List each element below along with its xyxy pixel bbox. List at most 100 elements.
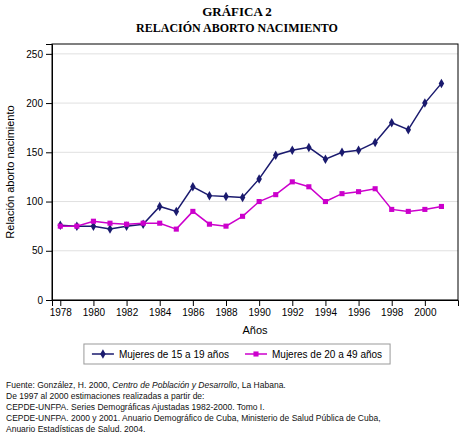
series-marker <box>91 219 96 224</box>
x-tick-label: 1992 <box>282 307 305 318</box>
x-tick-mark <box>292 300 293 306</box>
series-marker <box>207 191 212 200</box>
x-tick: 1986 <box>182 300 205 318</box>
series-marker <box>240 193 245 202</box>
series-marker <box>157 202 162 211</box>
series-marker <box>389 207 394 212</box>
y-axis-line <box>46 45 53 301</box>
subtitle: RELACIÓN ABORTO NACIMIENTO <box>136 21 338 35</box>
plot-frame <box>52 44 458 300</box>
footnote-run: De 1997 al 2000 estimaciones realizadas … <box>6 391 204 401</box>
footnote-run: Anuario Estadísticas de Salud. 2004. <box>6 424 145 434</box>
legend-swatch-marker <box>100 349 105 358</box>
x-tick: 1984 <box>149 300 172 318</box>
x-tick-label: 1980 <box>83 307 106 318</box>
y-tick-mark <box>46 300 52 301</box>
grid-line <box>52 152 458 153</box>
x-tick: 1992 <box>282 300 305 318</box>
x-tick-label: 1978 <box>50 307 73 318</box>
footnote-run: Centro de Población y Desarrollo <box>112 380 237 390</box>
footnote: CEPDE-UNFPA. Series Demográficas Ajustad… <box>6 402 265 412</box>
series-marker <box>339 191 344 196</box>
y-tick-mark <box>46 202 52 203</box>
series-marker <box>190 182 195 191</box>
series-marker <box>389 118 394 127</box>
series-marker <box>174 207 179 216</box>
x-tick-label: 1986 <box>182 307 205 318</box>
series-marker <box>124 221 129 230</box>
x-tick: 1990 <box>249 300 272 318</box>
legend: Mujeres de 15 a 19 años Mujeres de 20 a 4… <box>84 344 390 364</box>
series-marker <box>74 221 79 230</box>
series-marker <box>207 222 212 227</box>
x-tick-label: 1984 <box>149 307 172 318</box>
x-tick: 1994 <box>315 300 338 318</box>
legend-swatch-marker <box>253 351 258 356</box>
y-axis: 050100150200250 <box>26 45 52 306</box>
series-marker <box>306 143 311 152</box>
legend-label: Mujeres de 20 a 49 años <box>272 349 382 360</box>
series-marker <box>273 192 278 197</box>
x-tick: 1980 <box>83 300 106 318</box>
footnote: Anuario Estadísticas de Salud. 2004. <box>6 424 145 434</box>
x-tick-label: 1990 <box>249 307 272 318</box>
x-axis: 1978198019821984198619881990199219941996… <box>50 300 459 318</box>
series-marker <box>58 220 63 229</box>
series-marker <box>240 214 245 219</box>
x-tick-mark <box>193 300 194 306</box>
series-marker <box>58 224 63 229</box>
footnote-run: CEPDE-UNFPA. Series Demográficas Ajustad… <box>6 402 265 412</box>
footnote-run: CEPDE-UNFPA. 2000 y 2001. Anuario Demogr… <box>6 413 381 423</box>
y-tick: 150 <box>26 147 52 158</box>
y-tick-label: 250 <box>26 49 43 60</box>
series-marker <box>406 209 411 214</box>
x-tick-mark <box>359 300 360 306</box>
series-marker <box>174 227 179 232</box>
data-layer <box>58 79 445 234</box>
series-marker <box>356 189 361 194</box>
y-tick: 0 <box>37 295 52 306</box>
x-tick-label: 1996 <box>348 307 371 318</box>
x-tick: 1998 <box>381 300 404 318</box>
x-tick-label: 1994 <box>315 307 338 318</box>
series-marker <box>356 146 361 155</box>
grid-line <box>52 201 458 202</box>
series-marker <box>107 224 112 233</box>
x-tick: 1988 <box>215 300 238 318</box>
series-marker <box>406 125 411 134</box>
series-line <box>60 83 441 229</box>
x-tick: 1978 <box>50 300 73 318</box>
chart-svg: GRÁFICA 2RELACIÓN ABORTO NACIMIENTO19781… <box>0 0 474 438</box>
footnote-run: Fuente: González, H. 2000, <box>6 380 112 390</box>
x-tick-label: 1998 <box>381 307 404 318</box>
x-tick-mark <box>93 300 94 306</box>
y-tick-mark <box>46 152 52 153</box>
x-tick-mark <box>392 300 393 306</box>
x-tick-mark <box>226 300 227 306</box>
y-tick-label: 50 <box>32 245 44 256</box>
y-tick: 250 <box>26 49 52 60</box>
x-tick: 1996 <box>348 300 371 318</box>
x-tick-mark <box>425 300 426 306</box>
series-marker <box>256 174 261 183</box>
grid-line <box>52 250 458 251</box>
legend-label: Mujeres de 15 a 19 años <box>119 349 229 360</box>
y-tick: 100 <box>26 196 52 207</box>
y-tick: 50 <box>32 245 52 256</box>
series-marker <box>323 199 328 204</box>
y-tick-mark <box>46 54 52 55</box>
series-marker <box>124 222 129 227</box>
series-marker <box>223 224 228 229</box>
x-tick-label: 2000 <box>414 307 437 318</box>
series-marker <box>140 219 145 228</box>
series-marker <box>223 192 228 201</box>
series-marker <box>422 98 427 107</box>
series-marker <box>306 184 311 189</box>
series-marker <box>273 151 278 160</box>
series-marker <box>339 148 344 157</box>
series-marker <box>290 179 295 184</box>
y-axis-title: Relación aborto nacimiento <box>4 105 16 238</box>
x-tick-mark <box>160 300 161 306</box>
x-tick: 2000 <box>414 300 437 318</box>
footnote-run: , La Habana. <box>237 380 286 390</box>
